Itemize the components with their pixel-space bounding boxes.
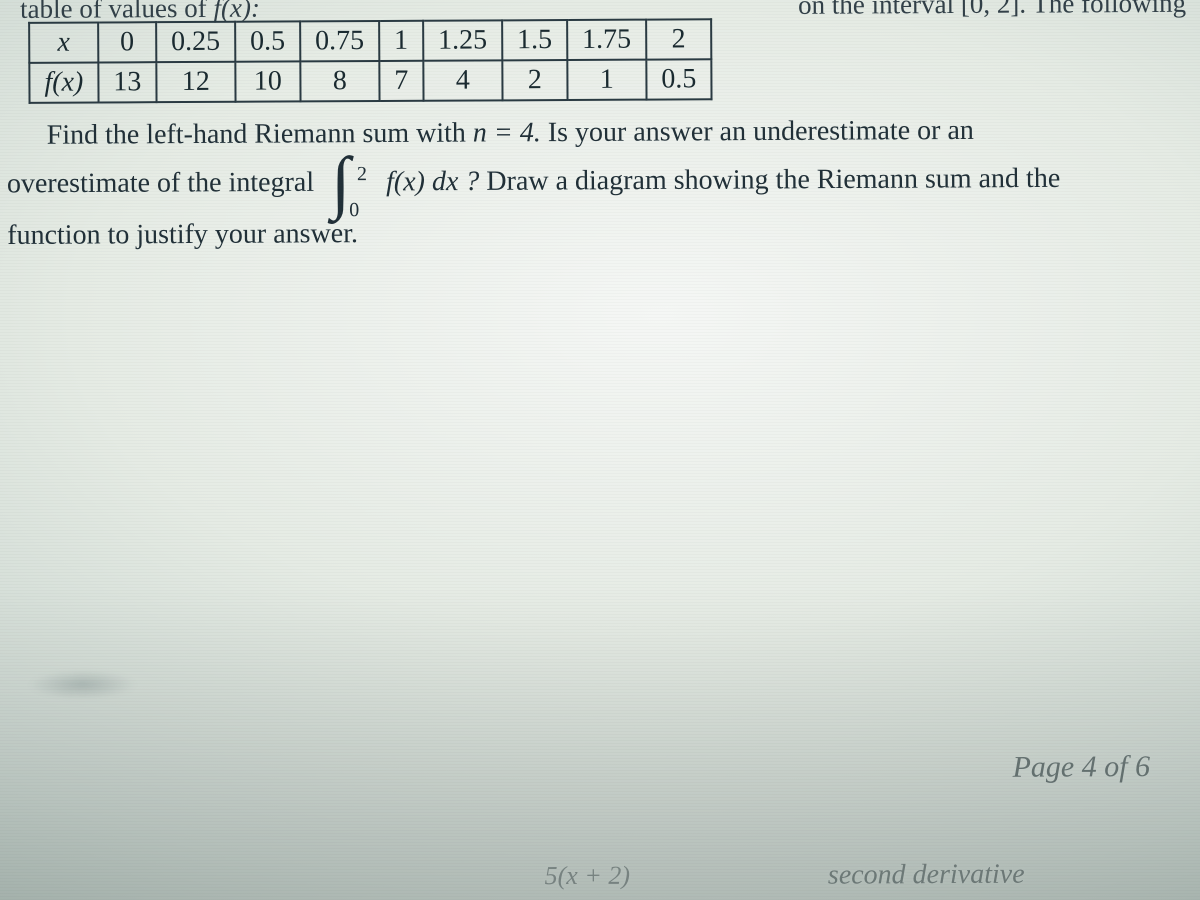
table-cell: 0 <box>98 22 156 62</box>
integral-lower: 0 <box>349 186 359 234</box>
table-cell: 1.75 <box>567 20 646 60</box>
problem-text: Find the left-hand Riemann sum with n = … <box>7 106 1192 260</box>
table-cell: 0.5 <box>646 59 711 99</box>
table-cell: 0.5 <box>235 21 300 61</box>
fragment-top-left-fn: f(x): <box>213 0 260 23</box>
problem-line3: function to justify your answer. <box>7 218 358 251</box>
problem-n-eq: n = 4. <box>473 117 541 148</box>
smudge-mark <box>28 669 138 700</box>
integrand: f(x) dx ? <box>386 166 479 197</box>
integral-sign-icon: ∫ <box>331 148 351 218</box>
values-table: x 0 0.25 0.5 0.75 1 1.25 1.5 1.75 2 f(x)… <box>28 18 712 104</box>
ghost-text-center: 5(x + 2) <box>545 861 631 891</box>
table-cell: 0.75 <box>300 21 379 61</box>
table-cell: 4 <box>423 60 502 100</box>
fragment-top-right-post: The following <box>1032 0 1186 19</box>
ghost-text-right: second derivative <box>828 859 1025 892</box>
fragment-top-right-pre: on the interval <box>798 0 954 20</box>
table-cell: 1.5 <box>502 20 567 60</box>
table-cell: 1.25 <box>423 20 502 60</box>
table-cell: 12 <box>156 62 235 102</box>
table-row-fx: f(x) 13 12 10 8 7 4 2 1 0.5 <box>29 59 711 103</box>
table-cell: 2 <box>646 19 711 59</box>
problem-line1b: Is your answer an underestimate or an <box>541 115 974 148</box>
fragment-top-right: on the interval [0, 2]. The following <box>798 0 1186 21</box>
table-cell: 10 <box>235 61 300 101</box>
table-cell: 13 <box>98 62 156 102</box>
row-label-fx: f(x) <box>29 62 98 102</box>
problem-line2a: overestimate of the integral <box>7 167 314 200</box>
problem-line1a: Find the left-hand Riemann sum with <box>47 118 473 151</box>
table-cell: 1 <box>379 21 423 61</box>
page-container: table of values of f(x): on the interval… <box>0 0 1200 900</box>
problem-line2b: Draw a diagram showing the Riemann sum a… <box>479 163 1060 197</box>
table-cell: 1 <box>567 60 646 100</box>
table-cell: 0.25 <box>156 22 235 62</box>
page-number: Page 4 of 6 <box>1012 750 1150 785</box>
integral-symbol: ∫ 2 0 <box>327 158 377 228</box>
table-cell: 2 <box>502 60 567 100</box>
fragment-top-right-interval: [0, 2]. <box>961 0 1026 19</box>
table-cell: 7 <box>379 61 423 101</box>
table-row-x: x 0 0.25 0.5 0.75 1 1.25 1.5 1.75 2 <box>29 19 711 63</box>
row-label-x: x <box>29 22 98 62</box>
table-cell: 8 <box>300 61 379 101</box>
